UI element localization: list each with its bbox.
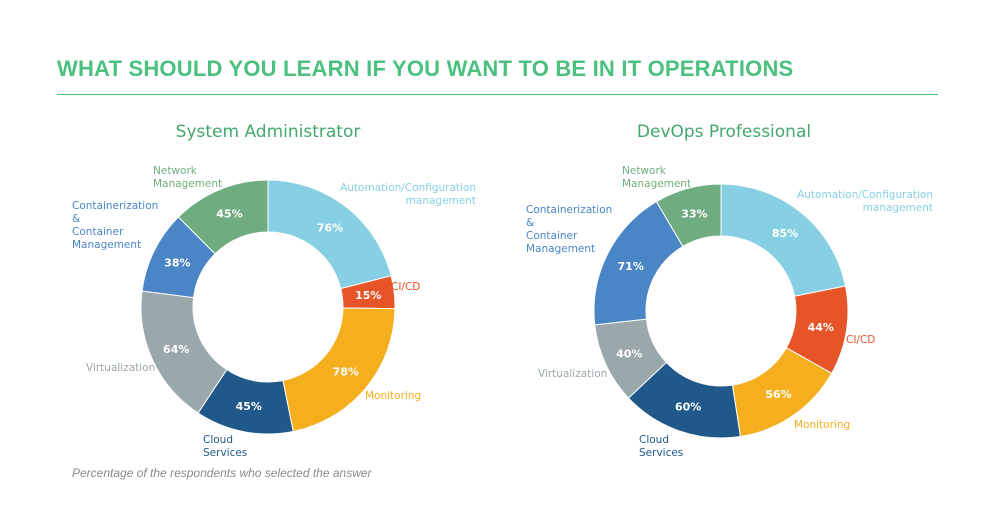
donut-slice bbox=[655, 183, 722, 248]
slice-value-label: 15% bbox=[355, 289, 381, 302]
slice-value-label: 40% bbox=[616, 347, 642, 360]
slice-value-label: 45% bbox=[236, 400, 262, 413]
slice-value-label: 44% bbox=[808, 321, 834, 334]
slice-value-label: 38% bbox=[164, 256, 190, 269]
slice-value-label: 85% bbox=[772, 227, 798, 240]
chart-title-devops-professional: DevOps Professional bbox=[636, 122, 812, 142]
slice-value-label: 71% bbox=[618, 260, 644, 273]
slice-category-label: Automation/Configuration management bbox=[340, 182, 476, 207]
slice-value-label: 78% bbox=[333, 365, 359, 378]
slice-category-label: Network Management bbox=[153, 165, 222, 190]
slice-category-label: Network Management bbox=[622, 165, 691, 190]
slice-category-label: Cloud Services bbox=[639, 434, 683, 459]
slice-category-label: Cloud Services bbox=[203, 434, 247, 459]
chart-title-system-administrator: System Administrator bbox=[175, 122, 361, 142]
slice-value-label: 56% bbox=[765, 388, 791, 401]
slice-category-label: Monitoring bbox=[794, 419, 850, 431]
slice-category-label: Automation/Configuration management bbox=[797, 189, 933, 214]
slice-category-label: Monitoring bbox=[365, 390, 421, 402]
slice-category-label: Containerization & Container Management bbox=[72, 200, 158, 251]
slice-value-label: 76% bbox=[317, 221, 343, 234]
slice-value-label: 60% bbox=[675, 401, 701, 414]
donut-slice bbox=[177, 179, 269, 255]
slice-category-label: CI/CD bbox=[391, 281, 420, 293]
slice-category-label: Containerization & Container Management bbox=[526, 204, 612, 255]
slice-category-label: Virtualization bbox=[86, 362, 155, 374]
slice-category-label: CI/CD bbox=[846, 334, 875, 346]
slice-category-label: Virtualization bbox=[538, 368, 607, 380]
slice-value-label: 45% bbox=[216, 208, 242, 221]
slice-value-label: 64% bbox=[163, 343, 189, 356]
page-title: WHAT SHOULD YOU LEARN IF YOU WANT TO BE … bbox=[57, 56, 794, 81]
slice-value-label: 33% bbox=[681, 208, 707, 221]
title-divider bbox=[57, 94, 938, 95]
footnote: Percentage of the respondents who select… bbox=[72, 466, 372, 480]
